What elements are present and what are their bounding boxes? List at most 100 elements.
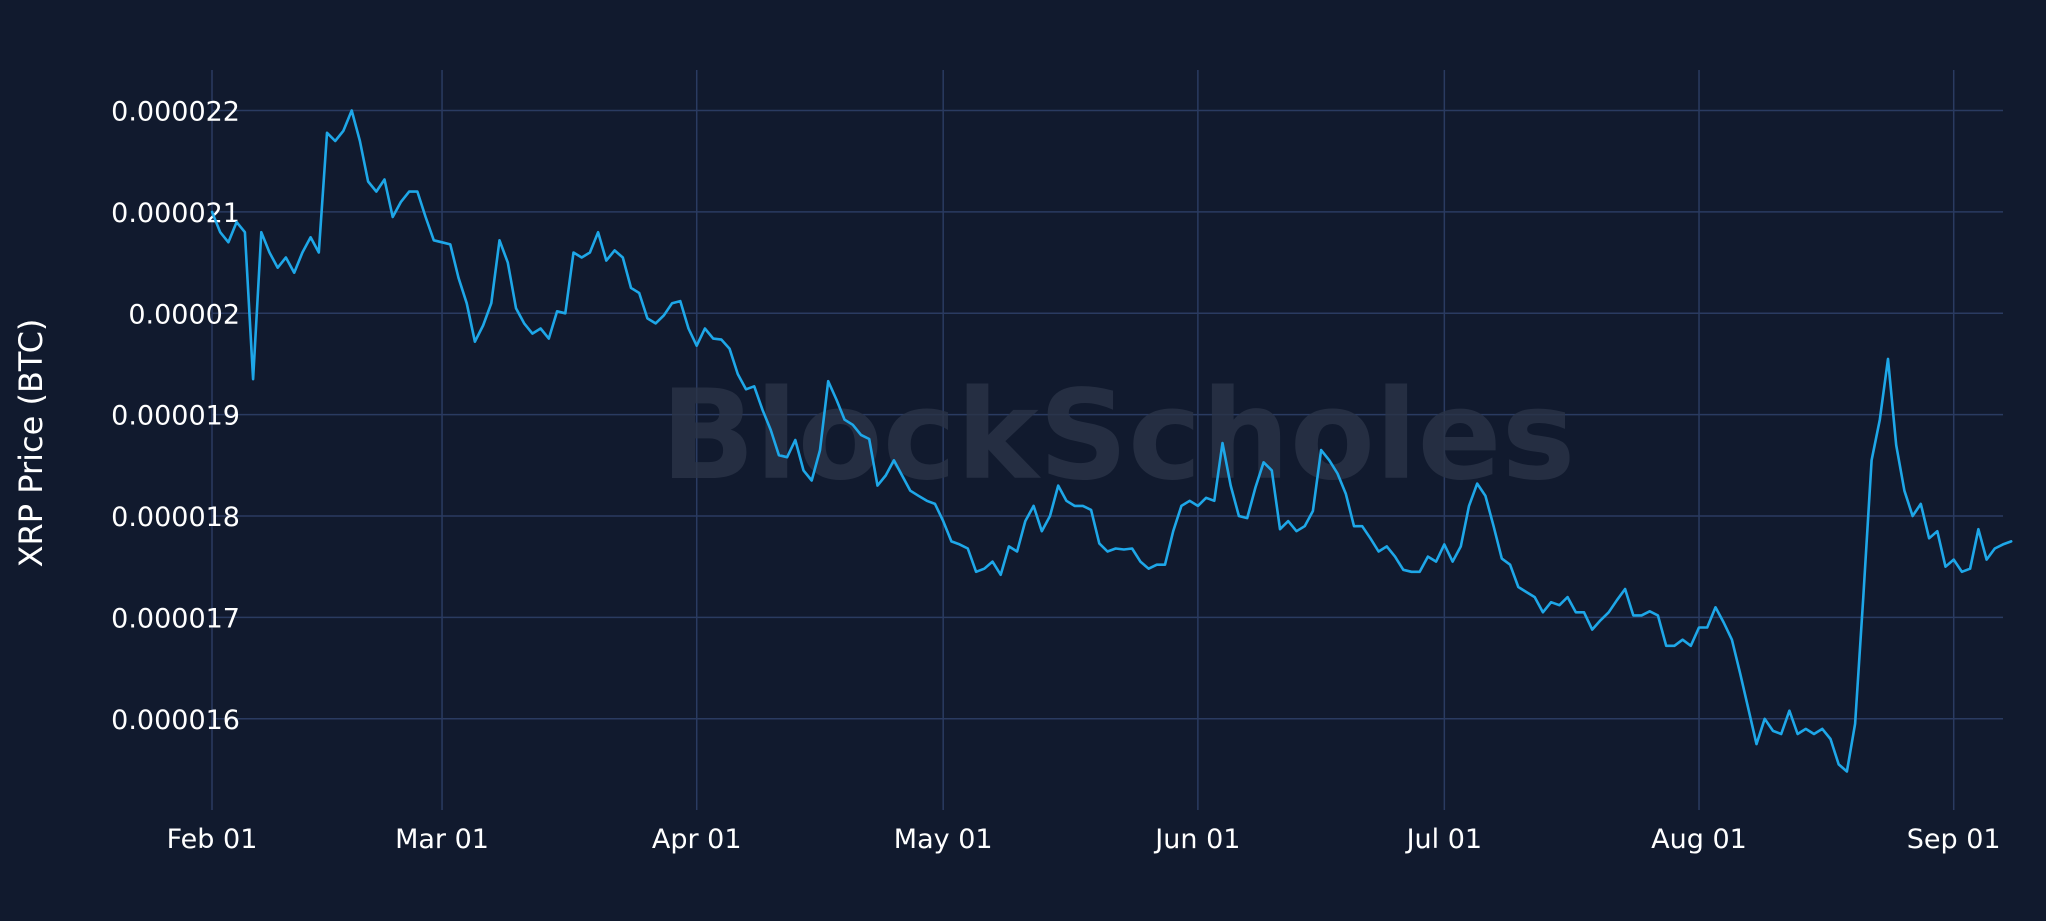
data-point	[1321, 450, 1322, 451]
data-point	[1731, 639, 1732, 640]
data-point	[606, 260, 607, 261]
data-point	[1863, 597, 1864, 598]
data-point	[343, 130, 344, 131]
data-point	[1723, 622, 1724, 623]
data-point	[1000, 574, 1001, 575]
data-point	[655, 323, 656, 324]
data-point	[474, 341, 475, 342]
data-point	[1091, 509, 1092, 510]
data-point	[1197, 505, 1198, 506]
data-point	[1304, 526, 1305, 527]
data-point	[1978, 529, 1979, 530]
data-point	[746, 389, 747, 390]
grid-layer	[211, 70, 2003, 810]
data-point	[1025, 521, 1026, 522]
data-point	[770, 429, 771, 430]
data-point	[1518, 587, 1519, 588]
data-point	[647, 318, 648, 319]
x-tick-label: Sep 01	[1907, 824, 2001, 855]
data-point	[516, 308, 517, 309]
data-point	[1395, 556, 1396, 557]
y-tick-label: 0.000022	[111, 97, 240, 128]
data-point	[820, 450, 821, 451]
data-point	[310, 237, 311, 238]
data-point	[704, 328, 705, 329]
data-point	[327, 132, 328, 133]
data-point	[1822, 728, 1823, 729]
data-point	[967, 548, 968, 549]
data-point	[466, 303, 467, 304]
data-point	[1460, 546, 1461, 547]
data-point	[1312, 511, 1313, 512]
data-point	[935, 503, 936, 504]
data-point	[1575, 612, 1576, 613]
data-point	[680, 301, 681, 302]
data-point	[1280, 529, 1281, 530]
x-axis-ticks: Feb 01 Mar 01 Apr 01 May 01 Jun 01 Jul 01 Aug …	[167, 824, 2001, 855]
data-point	[1871, 460, 1872, 461]
y-tick-label: 0.000018	[111, 502, 240, 533]
data-point	[1846, 771, 1847, 772]
data-point	[1337, 473, 1338, 474]
data-point	[294, 272, 295, 273]
data-point	[951, 541, 952, 542]
data-point	[2011, 541, 2012, 542]
data-point	[1115, 548, 1116, 549]
data-point	[1477, 483, 1478, 484]
data-point	[1107, 551, 1108, 552]
data-point	[1937, 531, 1938, 532]
data-point	[548, 338, 549, 339]
data-point	[622, 257, 623, 258]
data-point	[507, 262, 508, 263]
data-point	[1690, 645, 1691, 646]
data-point	[1567, 597, 1568, 598]
data-point	[852, 424, 853, 425]
data-point	[1896, 445, 1897, 446]
data-point	[1485, 495, 1486, 496]
data-point	[918, 495, 919, 496]
data-point	[318, 252, 319, 253]
x-tick-label: Feb 01	[167, 824, 258, 855]
data-point	[269, 252, 270, 253]
data-point	[1411, 571, 1412, 572]
data-point	[1740, 673, 1741, 674]
data-point	[721, 339, 722, 340]
data-point	[1493, 526, 1494, 527]
data-point	[1008, 546, 1009, 547]
data-point	[228, 242, 229, 243]
data-point	[1699, 627, 1700, 628]
data-point	[1797, 734, 1798, 735]
data-point	[1099, 543, 1100, 544]
data-point	[565, 313, 566, 314]
data-point	[1378, 551, 1379, 552]
data-point	[836, 399, 837, 400]
data-point	[811, 480, 812, 481]
data-point	[1715, 607, 1716, 608]
data-point	[861, 434, 862, 435]
data-point	[417, 191, 418, 192]
data-point	[1074, 505, 1075, 506]
data-point	[1674, 645, 1675, 646]
data-point	[1526, 592, 1527, 593]
data-point	[663, 315, 664, 316]
data-point	[458, 277, 459, 278]
data-point	[409, 191, 410, 192]
watermark: BlockScholes	[661, 364, 1576, 508]
data-point	[1386, 546, 1387, 547]
data-point	[1986, 559, 1987, 560]
data-point	[1329, 460, 1330, 461]
data-point	[1271, 470, 1272, 471]
data-point	[926, 500, 927, 501]
data-point	[688, 328, 689, 329]
data-point	[1173, 531, 1174, 532]
data-point	[1855, 723, 1856, 724]
data-point	[1649, 611, 1650, 612]
data-point	[631, 287, 632, 288]
data-point	[1608, 612, 1609, 613]
y-tick-label: 0.000021	[111, 198, 240, 229]
data-point	[1140, 561, 1141, 562]
data-point	[1625, 589, 1626, 590]
data-point	[1904, 490, 1905, 491]
data-point	[1666, 645, 1667, 646]
data-point	[261, 232, 262, 233]
